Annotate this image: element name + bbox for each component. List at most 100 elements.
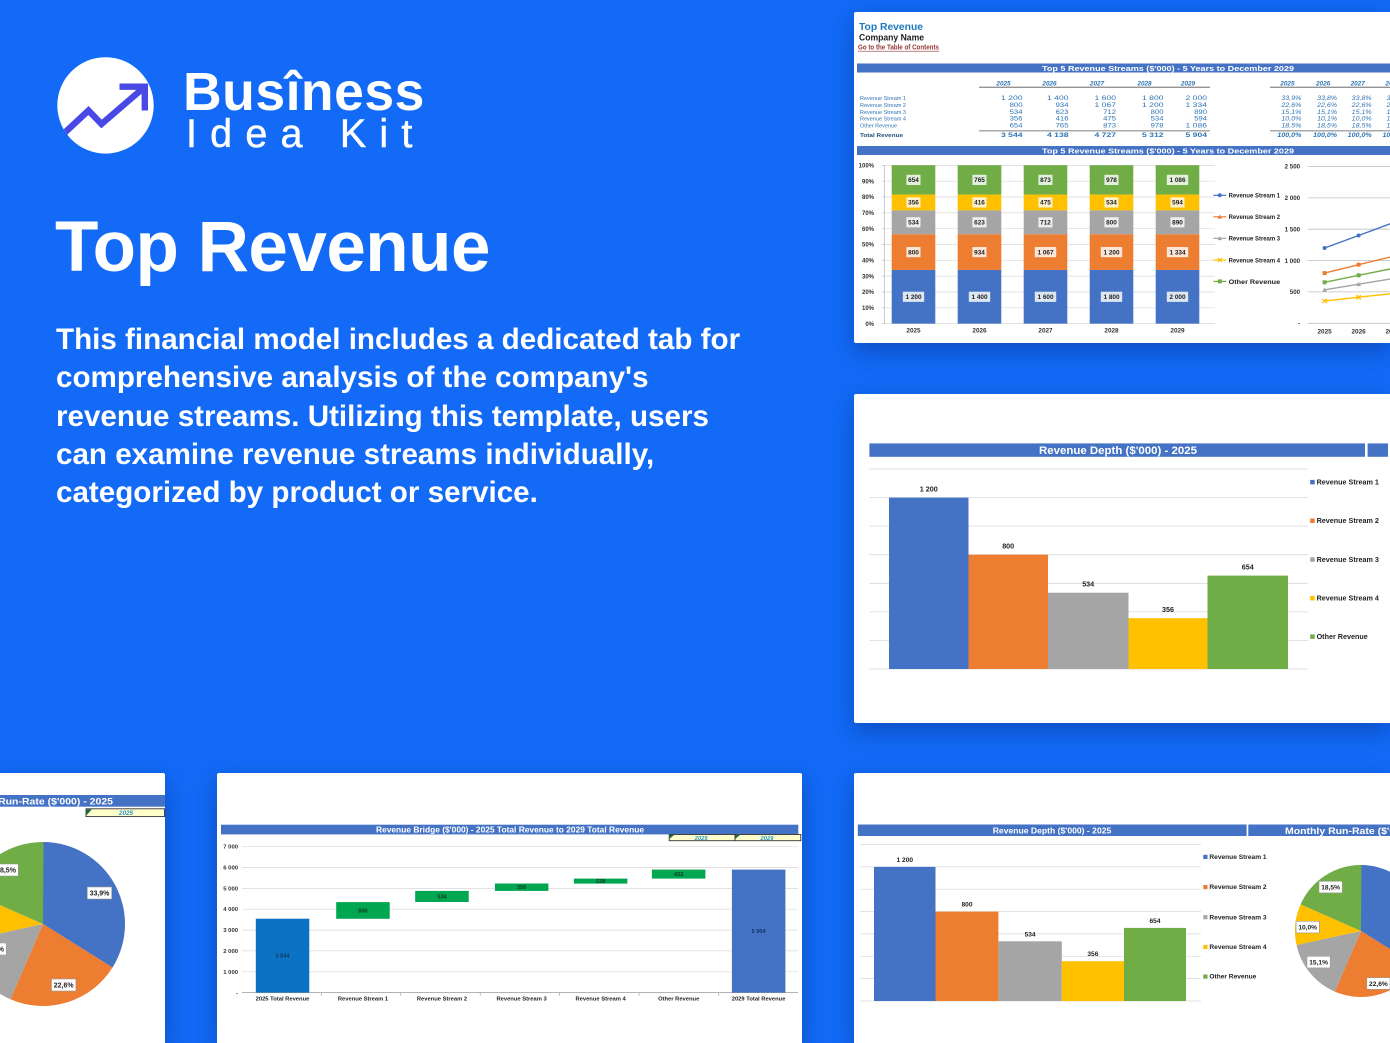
svg-text:0%: 0% <box>865 322 874 328</box>
svg-text:1 000: 1 000 <box>223 970 238 976</box>
svg-text:Revenue Stream 3: Revenue Stream 3 <box>1317 555 1379 564</box>
svg-text:2025 Total Revenue: 2025 Total Revenue <box>256 997 310 1003</box>
svg-text:978: 978 <box>1106 177 1117 184</box>
svg-text:2027: 2027 <box>1350 80 1366 87</box>
svg-text:2029: 2029 <box>1170 328 1185 335</box>
svg-text:712: 712 <box>1040 220 1051 227</box>
svg-text:2026: 2026 <box>972 328 987 335</box>
svg-text:15,1%: 15,1% <box>1317 109 1338 116</box>
svg-text:18,5%: 18,5% <box>1281 123 1302 130</box>
svg-text:654: 654 <box>1242 563 1254 572</box>
svg-text:534: 534 <box>1010 110 1024 116</box>
svg-text:2029: 2029 <box>1180 80 1196 87</box>
svg-text:432: 432 <box>674 872 683 878</box>
svg-text:890: 890 <box>1172 220 1183 227</box>
svg-text:Revenue Stream 1: Revenue Stream 1 <box>1317 477 1379 486</box>
svg-text:1 400: 1 400 <box>972 294 988 301</box>
svg-text:2 000: 2 000 <box>1186 96 1208 102</box>
svg-text:1 600: 1 600 <box>1095 96 1117 102</box>
svg-text:33,8%: 33,8% <box>1317 95 1338 102</box>
svg-text:22,6%: 22,6% <box>1351 102 1373 109</box>
svg-text:22,6%: 22,6% <box>1369 981 1388 988</box>
svg-text:534: 534 <box>1025 931 1036 938</box>
svg-text:18,5%: 18,5% <box>0 868 17 875</box>
svg-text:Other Revenue: Other Revenue <box>1209 974 1256 981</box>
svg-text:2025: 2025 <box>1279 80 1295 87</box>
svg-text:2025: 2025 <box>1317 329 1332 336</box>
svg-text:594: 594 <box>1194 117 1208 123</box>
svg-text:654: 654 <box>1010 124 1024 130</box>
svg-text:934: 934 <box>1056 103 1070 109</box>
svg-text:Top 5 Revenue Streams ($'000): Top 5 Revenue Streams ($'000) - 5 Years … <box>1042 146 1294 155</box>
svg-text:5 312: 5 312 <box>1142 132 1164 139</box>
svg-text:1 000: 1 000 <box>1285 258 1301 265</box>
svg-text:4 000: 4 000 <box>223 907 238 913</box>
svg-text:Monthly Run-Rate ($'000) - 202: Monthly Run-Rate ($'000) - 2025 <box>1285 826 1390 836</box>
svg-text:800: 800 <box>1106 220 1117 227</box>
svg-text:1 500: 1 500 <box>1285 226 1301 233</box>
svg-text:2027: 2027 <box>1089 80 1105 87</box>
svg-text:873: 873 <box>1040 177 1051 184</box>
svg-text:5 000: 5 000 <box>223 886 238 892</box>
svg-text:2028: 2028 <box>1136 80 1152 87</box>
svg-text:534: 534 <box>437 895 447 901</box>
svg-text:2025: 2025 <box>694 836 709 842</box>
svg-text:15,1%: 15,1% <box>1387 109 1390 116</box>
svg-text:623: 623 <box>974 220 985 227</box>
svg-text:6 000: 6 000 <box>223 866 238 872</box>
svg-text:356: 356 <box>1087 951 1098 958</box>
svg-text:Revenue Stream 2: Revenue Stream 2 <box>1317 516 1379 525</box>
svg-text:100,0%: 100,0% <box>1313 132 1338 139</box>
svg-text:-: - <box>236 991 238 997</box>
svg-text:Revenue Stream 4: Revenue Stream 4 <box>575 997 626 1003</box>
svg-text:356: 356 <box>908 200 919 207</box>
svg-text:18,5%: 18,5% <box>1352 123 1373 130</box>
svg-text:978: 978 <box>1151 124 1165 130</box>
svg-text:100,0%: 100,0% <box>1383 132 1390 139</box>
svg-text:Go to the Table of Contents: Go to the Table of Contents <box>858 44 939 51</box>
svg-text:10,0%: 10,0% <box>1298 925 1317 932</box>
svg-text:3 544: 3 544 <box>1001 132 1023 139</box>
svg-text:Company Name: Company Name <box>859 32 924 42</box>
svg-text:4 727: 4 727 <box>1095 132 1117 139</box>
svg-text:30%: 30% <box>862 274 875 280</box>
svg-text:712: 712 <box>1103 110 1117 116</box>
svg-text:22,6%: 22,6% <box>1316 102 1338 109</box>
svg-text:1 334: 1 334 <box>1186 103 1208 109</box>
svg-text:356: 356 <box>1162 605 1174 614</box>
svg-text:5 904: 5 904 <box>1186 132 1208 139</box>
svg-text:1 800: 1 800 <box>1104 294 1120 301</box>
svg-text:534: 534 <box>908 220 919 227</box>
svg-text:22,6%: 22,6% <box>54 983 75 990</box>
svg-text:2 000: 2 000 <box>1170 294 1186 301</box>
svg-text:2 000: 2 000 <box>223 949 238 955</box>
svg-text:2029 Total Revenue: 2029 Total Revenue <box>732 997 786 1003</box>
svg-text:1 800: 1 800 <box>1142 96 1164 102</box>
svg-text:15,1%: 15,1% <box>1309 960 1328 967</box>
svg-text:765: 765 <box>1056 124 1070 130</box>
svg-text:Revenue Stream 2: Revenue Stream 2 <box>1209 884 1267 891</box>
svg-text:Revenue Bridge ($'000) - 2025: Revenue Bridge ($'000) - 2025 Total Reve… <box>376 825 644 835</box>
svg-text:2025: 2025 <box>906 328 921 335</box>
svg-text:33,9%: 33,9% <box>90 891 111 898</box>
svg-text:1 200: 1 200 <box>1104 249 1120 256</box>
svg-text:800: 800 <box>961 902 972 909</box>
svg-text:1 086: 1 086 <box>1170 177 1186 184</box>
svg-text:2 500: 2 500 <box>1285 164 1301 171</box>
svg-text:15,1%: 15,1% <box>1281 109 1302 116</box>
svg-text:800: 800 <box>358 908 367 914</box>
svg-text:Revenue Depth ($'000) - 2025: Revenue Depth ($'000) - 2025 <box>1039 445 1197 457</box>
svg-text:100,0%: 100,0% <box>1277 132 1302 139</box>
svg-text:90%: 90% <box>862 179 875 185</box>
svg-text:Revenue Stream 1: Revenue Stream 1 <box>338 997 389 1003</box>
svg-text:10,1%: 10,1% <box>1317 116 1338 123</box>
svg-text:10,0%: 10,0% <box>1281 116 1302 123</box>
svg-text:1 200: 1 200 <box>920 485 938 494</box>
svg-text:654: 654 <box>1149 918 1160 925</box>
svg-text:2 000: 2 000 <box>1285 195 1301 202</box>
svg-text:3 544: 3 544 <box>276 954 291 960</box>
svg-text:Revenue Stream 4: Revenue Stream 4 <box>1209 944 1267 951</box>
svg-text:934: 934 <box>974 249 985 256</box>
svg-text:Top Revenue: Top Revenue <box>859 22 923 33</box>
svg-text:2026: 2026 <box>1315 80 1331 87</box>
